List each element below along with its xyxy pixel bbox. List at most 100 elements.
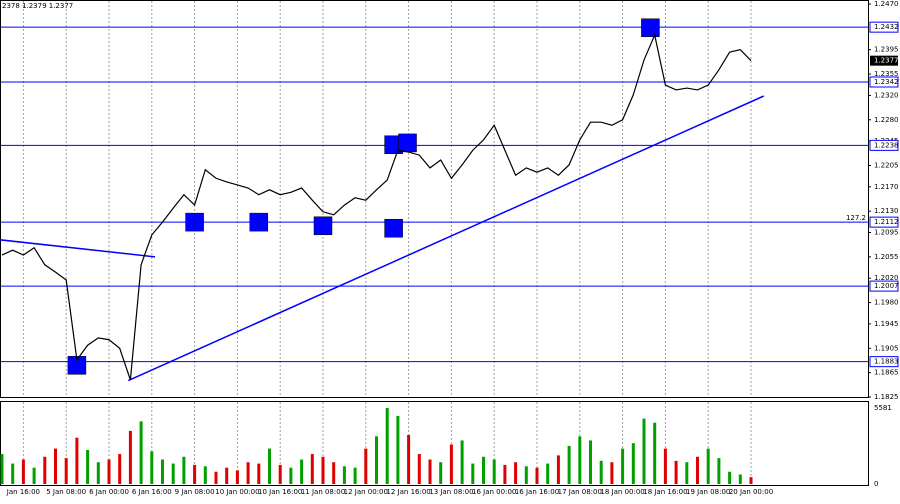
- volume-bar: [96, 462, 100, 484]
- volume-bar: [610, 462, 614, 484]
- volume-bar: [257, 463, 261, 484]
- volume-tick-label: 0: [874, 480, 878, 488]
- volume-bar: [268, 448, 271, 484]
- volume-bar: [21, 459, 25, 484]
- volume-bar: [235, 470, 239, 484]
- y-tick-label: 1.1980: [874, 299, 899, 307]
- y-tick-label: 1.2355: [874, 70, 899, 78]
- volume-bar: [289, 467, 293, 484]
- marker: [641, 18, 660, 38]
- volume-bar: [171, 463, 175, 484]
- volume-bar: [492, 459, 496, 484]
- level-label-box: [869, 139, 899, 151]
- volume-bar: [86, 449, 90, 484]
- y-tick-label: 1.2205: [874, 161, 899, 169]
- x-tick-label: 20 Jan 00:00: [729, 488, 773, 496]
- level-label: 1.1883: [874, 358, 899, 366]
- volume-bar: [11, 463, 15, 484]
- volume-bar: [321, 456, 325, 484]
- y-tick-label: 1.1905: [874, 344, 899, 352]
- volume-bar: [642, 418, 646, 484]
- volume-bar: [0, 454, 4, 484]
- level-label: 1.2238: [874, 141, 899, 149]
- x-tick-label: 12 Jan 00:00: [344, 488, 388, 496]
- volume-bar: [375, 436, 378, 484]
- volume-bar: [54, 448, 57, 484]
- y-tick-label: 1.2395: [874, 46, 899, 54]
- x-tick-label: 10 Jan 16:00: [258, 488, 302, 496]
- y-tick-label: 1.2320: [874, 91, 899, 99]
- current-price: 1.2377: [874, 57, 899, 65]
- x-tick-label: 17 Jan 08:00: [558, 488, 602, 496]
- level-label-box: [869, 216, 899, 228]
- volume-bar: [535, 467, 539, 484]
- x-tick-label: 19 Jan 08:00: [686, 488, 730, 496]
- x-tick-label: 11 Jan 08:00: [301, 488, 345, 496]
- volume-bar: [567, 445, 571, 484]
- y-tick-label: 1.1865: [874, 369, 899, 377]
- volume-bar: [107, 459, 111, 484]
- volume-bar: [161, 459, 164, 484]
- volume-bar: [524, 466, 528, 484]
- marker: [249, 212, 269, 232]
- y-tick-label: 1.2055: [874, 253, 899, 261]
- marker: [384, 218, 403, 238]
- volume-bar: [342, 466, 346, 484]
- x-tick-label: 9 Jan 08:00: [175, 488, 215, 496]
- price-line: [1, 33, 752, 381]
- volume-bar: [139, 421, 143, 484]
- volume-bar: [225, 467, 229, 484]
- volume-bar: [503, 464, 507, 484]
- price-pane: [0, 0, 869, 398]
- level-label: 1.2432: [874, 23, 899, 31]
- volume-bar: [717, 458, 721, 484]
- level-label-box: [869, 356, 899, 368]
- level-label-box: [869, 280, 899, 292]
- volume-bar: [621, 448, 625, 484]
- current-price-box: [870, 55, 898, 66]
- y-tick-label: 1.1945: [874, 320, 899, 328]
- volume-bar: [246, 462, 250, 484]
- volume-bar: [364, 448, 368, 484]
- x-tick-label: 6 Jan 16:00: [132, 488, 172, 496]
- level-label-box: [869, 76, 899, 88]
- marker: [398, 133, 417, 153]
- marker: [185, 212, 204, 232]
- volume-bar: [653, 422, 657, 484]
- volume-bar: [407, 434, 411, 484]
- y-tick-label: 1.2130: [874, 207, 899, 215]
- volume-bar: [43, 456, 47, 484]
- level-label: 1.2007: [874, 282, 899, 290]
- volume-bar: [310, 454, 314, 484]
- volume-bar: [589, 440, 592, 484]
- volume-bar: [214, 471, 218, 484]
- volume-bar: [128, 430, 132, 484]
- x-tick-label: 16 Jan 16:00: [515, 488, 559, 496]
- annotation: 127.2: [846, 214, 866, 222]
- y-tick-label: 1.2280: [874, 116, 899, 124]
- marker: [313, 216, 333, 236]
- volume-bar: [300, 459, 304, 484]
- level-label-box: [869, 21, 899, 33]
- x-tick-label: 12 Jan 16:00: [386, 488, 430, 496]
- volume-bar: [460, 440, 464, 484]
- x-tick-label: 18 Jan 00:00: [600, 488, 644, 496]
- volume-bar: [150, 451, 154, 484]
- volume-bar: [631, 443, 635, 484]
- trendline: [127, 95, 765, 382]
- volume-bar: [578, 436, 582, 484]
- volume-bar: [749, 477, 753, 484]
- volume-bar: [428, 459, 432, 484]
- volume-bar: [482, 456, 485, 484]
- volume-bar: [75, 437, 79, 484]
- volume-bar: [439, 462, 443, 484]
- y-tick-label: 1.2470: [874, 0, 899, 8]
- y-tick-label: 1.1825: [874, 393, 899, 401]
- volume-tick-label: 5581: [874, 404, 892, 412]
- volume-bar: [118, 454, 122, 484]
- x-tick-label: Jan 16:00: [6, 488, 40, 496]
- level-label: 1.2112: [874, 218, 899, 226]
- volume-bar: [353, 467, 357, 484]
- volume-bar: [599, 460, 603, 484]
